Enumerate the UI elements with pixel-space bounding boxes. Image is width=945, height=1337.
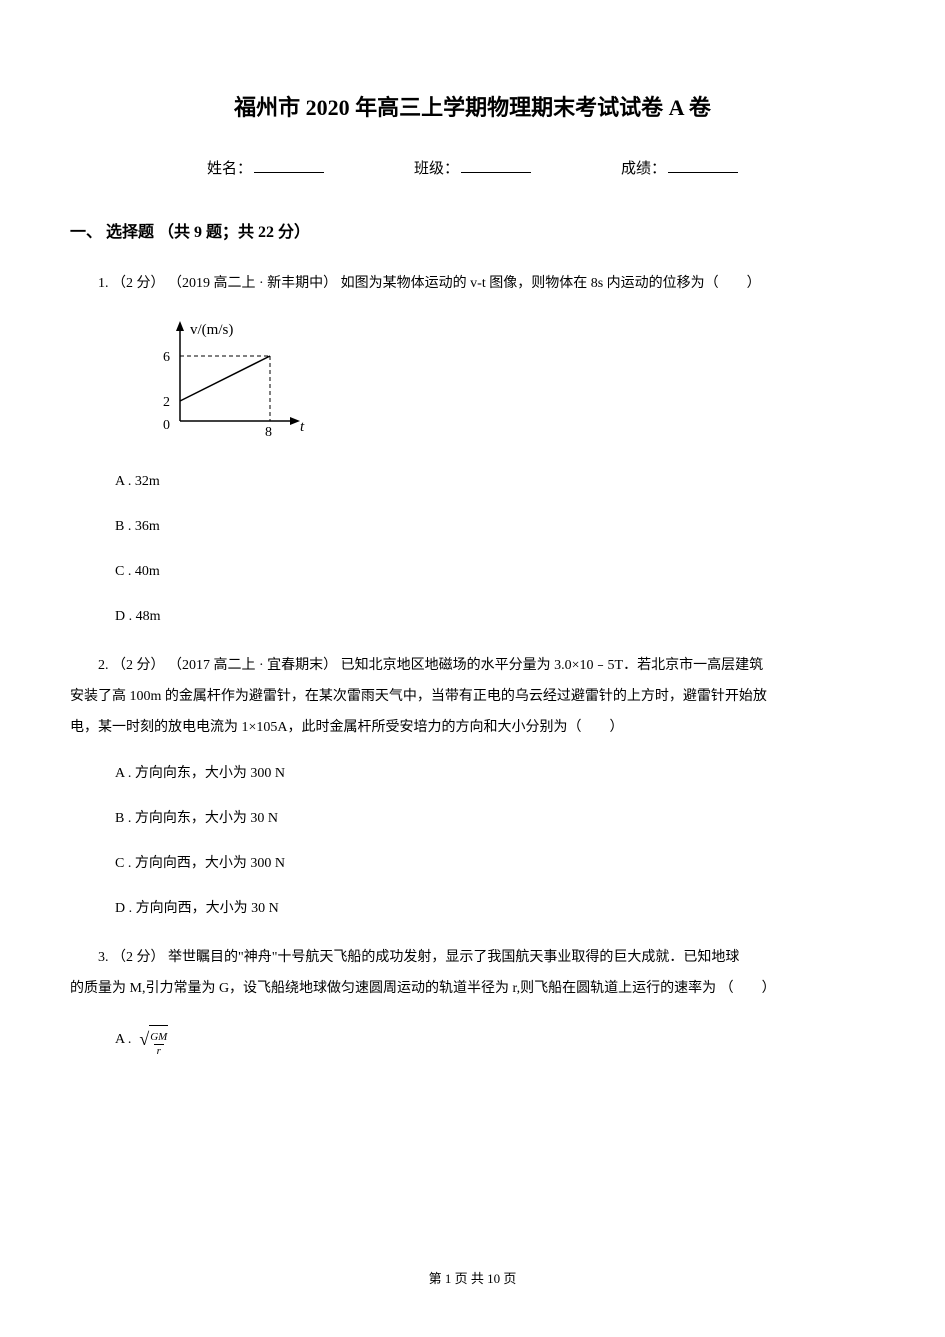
exam-title: 福州市 2020 年高三上学期物理期末考试试卷 A 卷: [70, 90, 875, 122]
y-axis-label: v/(m/s): [190, 322, 233, 338]
x-tick-8: 8: [265, 425, 272, 440]
q2-option-a: A . 方向向东，大小为 300 N: [115, 763, 875, 784]
q1-vt-graph: v/(m/s) t 6 2 0 8: [145, 316, 875, 451]
q1-text: 1. （2 分） （2019 高二上 · 新丰期中） 如图为某物体运动的 v-t…: [70, 270, 875, 298]
q1-option-b: B . 36m: [115, 516, 875, 537]
sqrt-overline: GM r: [149, 1025, 168, 1055]
section-1-header: 一、 选择题 （共 9 题；共 22 分）: [70, 218, 875, 242]
name-label: 姓名：: [207, 157, 252, 178]
fraction: GM r: [149, 1032, 168, 1057]
question-2: 2. （2 分） （2017 高二上 · 宜春期末） 已知北京地区地磁场的水平分…: [70, 651, 875, 919]
class-field: 班级：: [414, 157, 531, 178]
sqrt-formula: √ GM r: [139, 1025, 168, 1055]
q2-option-d: D . 方向向西，大小为 30 N: [115, 898, 875, 919]
q2-line1: 2. （2 分） （2017 高二上 · 宜春期末） 已知北京地区地磁场的水平分…: [70, 651, 875, 682]
q3-line2: 的质量为 M,引力常量为 G，设飞船绕地球做匀速圆周运动的轨道半径为 r,则飞船…: [70, 974, 875, 1005]
q3-option-a: A . √ GM r: [115, 1025, 875, 1055]
name-field: 姓名：: [207, 157, 324, 178]
q2-text: 2. （2 分） （2017 高二上 · 宜春期末） 已知北京地区地磁场的水平分…: [70, 651, 875, 743]
frac-denominator: r: [154, 1044, 164, 1057]
y-tick-6: 6: [163, 350, 170, 365]
question-1: 1. （2 分） （2019 高二上 · 新丰期中） 如图为某物体运动的 v-t…: [70, 270, 875, 627]
q1-option-c: C . 40m: [115, 561, 875, 582]
y-tick-2: 2: [163, 395, 170, 410]
q2-line3: 电，某一时刻的放电电流为 1×105A，此时金属杆所受安培力的方向和大小分别为（…: [70, 713, 875, 744]
class-label: 班级：: [414, 157, 459, 178]
q2-option-b: B . 方向向东，大小为 30 N: [115, 808, 875, 829]
y-tick-0: 0: [163, 418, 170, 433]
score-label: 成绩：: [621, 157, 666, 178]
q1-option-a: A . 32m: [115, 471, 875, 492]
page-footer: 第 1 页 共 10 页: [0, 1268, 945, 1287]
student-info-line: 姓名： 班级： 成绩：: [70, 157, 875, 178]
q3-text: 3. （2 分） 举世瞩目的"神舟"十号航天飞船的成功发射，显示了我国航天事业取…: [70, 943, 875, 1005]
class-blank: [461, 172, 531, 173]
x-axis-label: t: [300, 419, 305, 435]
q1-option-d: D . 48m: [115, 606, 875, 627]
q3-line1: 3. （2 分） 举世瞩目的"神舟"十号航天飞船的成功发射，显示了我国航天事业取…: [70, 943, 875, 974]
frac-numerator: GM: [149, 1032, 168, 1044]
score-blank: [668, 172, 738, 173]
q2-line2: 安装了高 100m 的金属杆作为避雷针，在某次雷雨天气中，当带有正电的乌云经过避…: [70, 682, 875, 713]
sqrt-sign: √: [139, 1029, 149, 1050]
q2-option-c: C . 方向向西，大小为 300 N: [115, 853, 875, 874]
name-blank: [254, 172, 324, 173]
question-3: 3. （2 分） 举世瞩目的"神舟"十号航天飞船的成功发射，显示了我国航天事业取…: [70, 943, 875, 1055]
score-field: 成绩：: [621, 157, 738, 178]
q3-option-a-label: A .: [115, 1032, 131, 1048]
vt-graph-svg: v/(m/s) t 6 2 0 8: [145, 316, 315, 446]
